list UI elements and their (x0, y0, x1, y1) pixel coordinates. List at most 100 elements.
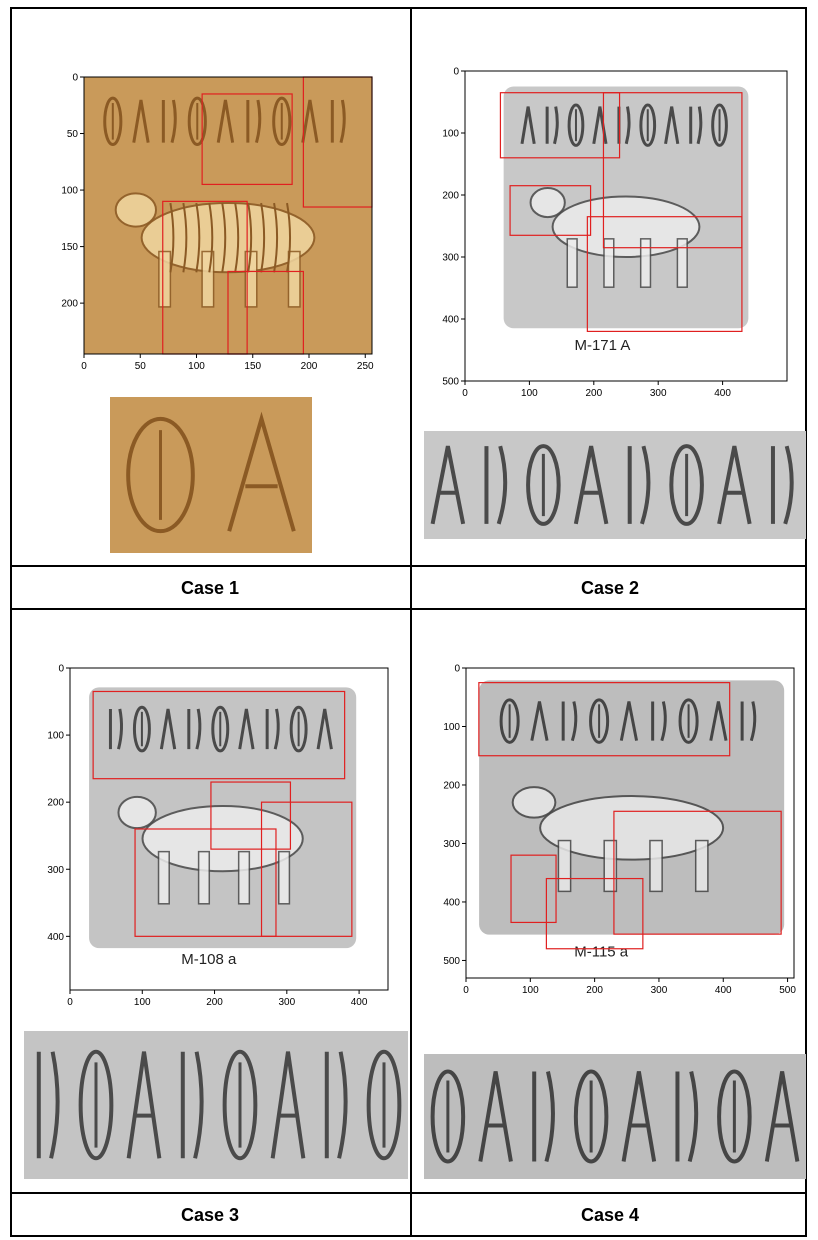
animal-body (539, 795, 725, 861)
crop-sign (430, 1069, 466, 1164)
script-sign (187, 96, 207, 146)
animal-head (114, 192, 157, 228)
crop-sign (227, 411, 296, 532)
crop-sign (366, 1049, 402, 1161)
x-tick-label: 300 (278, 997, 295, 1008)
crop-sign (526, 444, 561, 526)
animal-leg (157, 850, 170, 905)
script-sign (499, 698, 520, 744)
tiger-stripe (234, 202, 240, 273)
y-tick-label: 0 (453, 67, 459, 78)
x-tick-label: 100 (134, 997, 151, 1008)
y-tick-label: 200 (47, 798, 64, 809)
script-sign (211, 705, 230, 753)
tiger-stripe (247, 202, 253, 273)
case-4-seal-plot: M-115 a 0 100 200 300 400 500 0 100 200 300 400 500 (443, 664, 796, 997)
y-tick-label: 100 (47, 731, 64, 742)
row-divider-1 (12, 565, 805, 567)
animal-head (529, 187, 566, 219)
case-3-seal-plot: M-108 a 0 100 200 300 400 0 100 200 300 400 (47, 664, 389, 1008)
script-sign (238, 708, 255, 750)
y-tick-label: 100 (442, 129, 459, 140)
y-tick-label: 0 (72, 73, 78, 84)
x-tick-label: 100 (521, 388, 538, 399)
case-1-seal-plot: 0 50 100 150 200 250 0 50 100 150 200 (61, 73, 374, 370)
crop-sign (627, 445, 651, 525)
x-tick-label: 200 (586, 985, 603, 996)
case-1-caption: Case 1 (180, 578, 240, 598)
detection-box (499, 92, 621, 159)
script-sign (589, 698, 610, 744)
x-tick-label: 0 (67, 997, 73, 1008)
seal-id-label: M-171 A (574, 337, 630, 354)
vertical-divider (410, 9, 412, 1235)
crop-sign (222, 1049, 258, 1161)
crop-sign (573, 1069, 609, 1164)
y-tick-label: 0 (58, 664, 64, 675)
y-tick-label: 200 (443, 780, 460, 791)
animal-leg (197, 850, 211, 905)
crop-sign (180, 1051, 204, 1159)
x-tick-label: 200 (206, 997, 223, 1008)
script-sign (159, 708, 177, 750)
crop-sign (270, 1051, 306, 1159)
animal-leg (649, 839, 663, 893)
crop-sign (717, 1069, 752, 1164)
crop-surface (110, 397, 312, 553)
script-sign (272, 96, 292, 146)
detection-box (134, 828, 277, 937)
detection-box (210, 781, 292, 850)
detection-box (92, 690, 346, 780)
script-sign (246, 99, 262, 144)
script-sign (330, 99, 346, 144)
detection-box (510, 854, 557, 924)
x-tick-label: 0 (462, 388, 468, 399)
script-sign (689, 106, 703, 145)
animal-leg (237, 850, 251, 905)
animal-leg (676, 238, 688, 288)
script-sign (530, 701, 549, 741)
detection-box (509, 185, 592, 236)
script-sign (316, 708, 333, 750)
animal-leg (158, 250, 172, 308)
axes-frame (69, 667, 389, 991)
script-sign (651, 701, 667, 742)
case-2-sign-crop (424, 431, 806, 539)
detection-box (201, 93, 293, 186)
y-tick-label: 400 (443, 897, 460, 908)
detection-box (478, 682, 731, 757)
y-tick-label: 400 (47, 932, 64, 943)
x-tick-label: 500 (779, 985, 796, 996)
seal-image (479, 680, 785, 935)
animal-head (117, 795, 157, 830)
animal-leg (603, 839, 618, 893)
case-1-sign-crop (110, 397, 312, 553)
animal-leg (201, 250, 215, 308)
script-sign (520, 106, 536, 145)
animal-leg (566, 238, 578, 288)
x-tick-label: 300 (651, 985, 668, 996)
detection-box (260, 801, 353, 937)
tiger-stripe (208, 202, 214, 273)
x-tick-label: 200 (301, 361, 318, 369)
y-tick-label: 100 (443, 722, 460, 733)
axes-frame (464, 70, 788, 382)
crop-sign (621, 1071, 657, 1162)
tiger-stripe (286, 202, 292, 273)
case-4-caption: Case 4 (580, 1205, 640, 1225)
crop-sign (78, 1049, 114, 1161)
animal-leg (287, 250, 301, 308)
animal-body (551, 195, 701, 258)
crop-sign (764, 1071, 800, 1162)
script-sign (265, 708, 280, 750)
y-tick-label: 300 (47, 865, 64, 876)
tiger-stripe (169, 202, 175, 273)
y-tick-label: 50 (67, 129, 79, 140)
x-tick-label: 0 (81, 361, 87, 369)
animal-leg (277, 850, 291, 905)
detection-box (602, 92, 743, 249)
x-tick-label: 400 (351, 997, 368, 1008)
script-sign (567, 103, 585, 147)
crop-sign (36, 1051, 60, 1159)
x-tick-label: 250 (357, 361, 374, 369)
